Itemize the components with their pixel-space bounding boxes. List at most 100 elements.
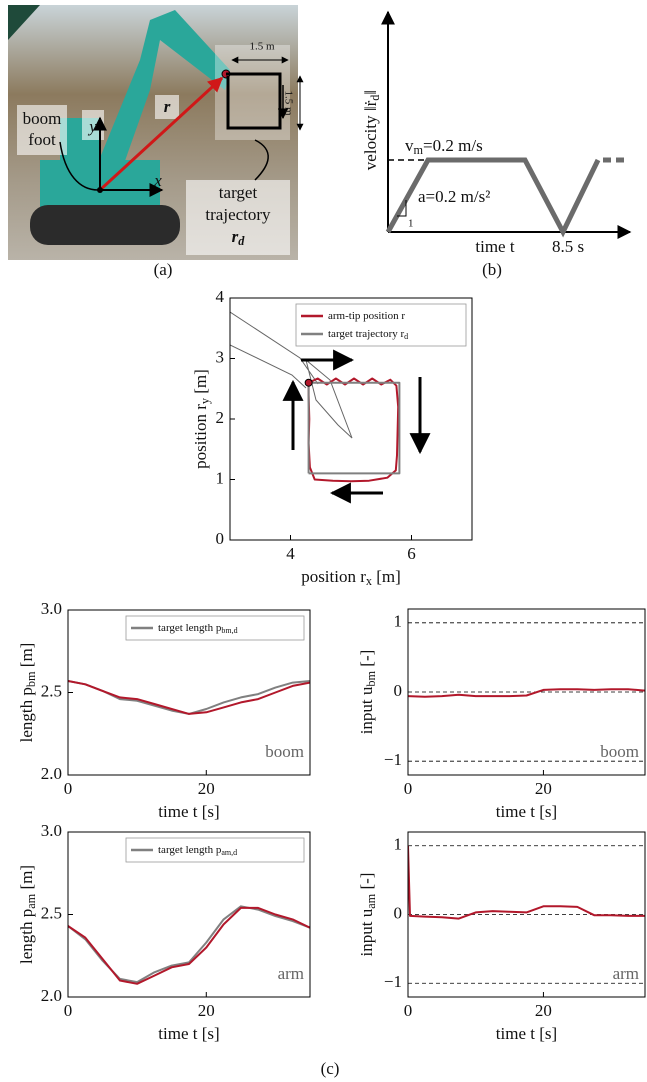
label-part: d <box>368 95 382 101</box>
label-part: bm <box>24 671 38 687</box>
y-axis-label: input ubm [-] <box>357 650 378 735</box>
y-tick-label: 3 <box>216 347 225 366</box>
boom-foot-label: foot <box>28 130 56 149</box>
caption: (a) <box>154 260 173 279</box>
legend-label-part: target length p <box>158 622 222 634</box>
label-part: velocity ‖ṙ <box>361 100 380 170</box>
x-axis-label: time t [s] <box>496 1024 557 1043</box>
panel-annotation: arm <box>278 964 304 983</box>
x-tick-label: 0 <box>64 1001 73 1020</box>
y-tick-label: −1 <box>384 972 402 991</box>
y-tick-label: 2.0 <box>41 764 62 783</box>
legend-label-part: target length p <box>158 844 222 856</box>
end-time-label: 8.5 s <box>552 237 584 256</box>
label-part: ‖ <box>361 90 380 95</box>
legend-box <box>125 615 305 641</box>
label-part: [-] <box>357 650 376 671</box>
y-axis-label: position ry [m] <box>191 369 212 469</box>
legend-label-part: d <box>404 332 408 341</box>
x-axis-label: position rx [m] <box>301 567 401 588</box>
label-part: am <box>364 893 378 908</box>
dimension-label: 1.5 m <box>282 90 294 116</box>
x-tick-label: 20 <box>198 779 215 798</box>
target-label: target <box>219 183 258 202</box>
y-tick-label: 1 <box>394 835 403 854</box>
target-symbol: rd <box>232 227 246 248</box>
y-tick-label: 0 <box>394 681 403 700</box>
x-tick-label: 20 <box>535 779 552 798</box>
label-part: [m] <box>17 865 36 894</box>
data-line <box>408 688 645 698</box>
target-label: trajectory <box>205 205 271 224</box>
y-tick-label: 1 <box>394 612 403 631</box>
axes-frame <box>67 609 311 776</box>
axes-frame <box>229 297 473 541</box>
label-part: x <box>366 574 372 588</box>
legend-label: target length pbm,d <box>158 622 238 635</box>
label-part: input u <box>357 908 376 956</box>
y-tick-label: 3.0 <box>41 599 62 618</box>
label-part: m <box>414 143 424 157</box>
label-part: position r <box>301 567 366 586</box>
axes-frame <box>407 831 646 998</box>
axes-frame <box>407 608 646 776</box>
legend-label-part: bm,d <box>221 626 237 635</box>
data-line <box>68 906 310 985</box>
legend-box <box>125 837 305 863</box>
slope-label: 1 <box>408 218 414 230</box>
label-part: [m] <box>191 369 210 398</box>
data-line <box>68 905 310 984</box>
x-tick-label: 20 <box>535 1001 552 1020</box>
label-part: input u <box>357 686 376 734</box>
photo <box>8 5 304 260</box>
x-axis-label: time t <box>475 237 514 256</box>
x-tick-label: 0 <box>404 1001 413 1020</box>
legend-label: target length pam,d <box>158 844 237 857</box>
label-part: y <box>198 397 212 404</box>
label-part: [m] <box>372 567 401 586</box>
legend-label: target trajectory rd <box>328 328 408 341</box>
label-part: r <box>232 227 239 246</box>
y-tick-label: 2 <box>216 408 225 427</box>
label-part: [-] <box>357 873 376 894</box>
legend-box <box>295 303 467 347</box>
max-velocity-label: vm=0.2 m/s <box>405 136 483 157</box>
y-tick-label: 2.0 <box>41 986 62 1005</box>
y-axis-label: length pbm [m] <box>17 643 38 743</box>
y-axis-label: velocity ‖ṙd‖ <box>361 90 382 170</box>
y-tick-label: 3.0 <box>41 821 62 840</box>
data-line <box>68 680 310 715</box>
x-tick-label: 4 <box>286 544 295 563</box>
data-line <box>408 845 645 920</box>
arm-tip <box>304 378 313 387</box>
panel-annotation: arm <box>613 964 639 983</box>
boom-foot-label: boom <box>23 109 62 128</box>
y-tick-label: 2.5 <box>41 903 62 922</box>
x-tick-label: 6 <box>407 544 416 563</box>
panel-annotation: boom <box>600 742 639 761</box>
panel-annotation: boom <box>265 742 304 761</box>
x-axis-label: time t [s] <box>496 802 557 821</box>
label-part: bm <box>364 670 378 686</box>
label-part: v <box>405 136 414 155</box>
caption: (c) <box>321 1059 340 1078</box>
legend-label-part: am,d <box>221 848 237 857</box>
x-tick-label: 20 <box>198 1001 215 1020</box>
velocity-schematic <box>381 10 632 239</box>
y-axis-label: length pam [m] <box>17 865 38 964</box>
x-tick-label: 0 <box>64 779 73 798</box>
label-part: d <box>238 234 245 248</box>
y-tick-label: 0 <box>394 903 403 922</box>
legend-label-part: target trajectory r <box>328 328 404 340</box>
label-part: [m] <box>17 643 36 672</box>
y-tick-label: −1 <box>384 750 402 769</box>
axis-y-label: y <box>87 117 97 136</box>
x-axis-label: time t [s] <box>158 1024 219 1043</box>
caption: (b) <box>482 260 502 279</box>
y-tick-label: 1 <box>216 468 225 487</box>
label-part: =0.2 m/s <box>423 136 483 155</box>
y-tick-label: 2.5 <box>41 681 62 700</box>
data-line <box>307 377 400 483</box>
label-part: am <box>24 893 38 908</box>
